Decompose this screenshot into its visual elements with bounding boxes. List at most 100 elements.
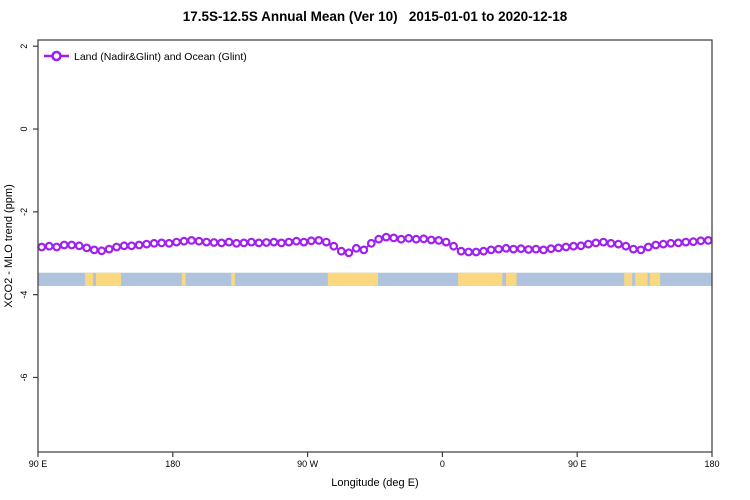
land-band-segment (506, 272, 517, 286)
plot-border (37, 39, 713, 453)
data-point (524, 245, 533, 254)
data-point (269, 237, 279, 247)
data-point (404, 233, 414, 243)
data-point (314, 235, 324, 245)
data-point (591, 238, 601, 248)
x-tick-label: 0 (440, 459, 445, 469)
chart-title: 17.5S-12.5S Annual Mean (Ver 10) 2015-01… (182, 9, 568, 24)
data-point (292, 236, 301, 246)
data-point (172, 237, 181, 247)
data-point (426, 235, 436, 245)
data-point (486, 245, 496, 255)
data-point (419, 234, 429, 244)
data-point (531, 244, 541, 254)
land-band-segment (458, 272, 503, 286)
y-tick-label: 2 (19, 44, 29, 49)
data-point (374, 234, 384, 244)
data-point (396, 234, 406, 244)
data-point (389, 233, 399, 243)
data-point (366, 238, 376, 248)
data-point (254, 238, 264, 248)
data-point (284, 237, 294, 247)
data-point (104, 244, 114, 254)
data-point (434, 235, 444, 245)
data-point (666, 238, 676, 248)
data-series (37, 232, 713, 258)
data-point (336, 246, 346, 256)
x-tick-label: 90 E (29, 459, 48, 469)
data-point (194, 236, 204, 246)
data-point (329, 241, 339, 251)
data-point (119, 241, 129, 251)
land-ocean-band (38, 272, 712, 286)
data-point (441, 237, 451, 247)
data-point (44, 241, 54, 251)
data-point (629, 244, 638, 254)
data-point (246, 237, 256, 247)
data-point (149, 238, 159, 248)
data-point (546, 244, 556, 254)
data-point (681, 237, 691, 247)
data-point (157, 238, 167, 248)
data-point (82, 243, 92, 253)
data-point (299, 237, 309, 247)
data-point (494, 244, 504, 254)
y-axis-title: XCO2 - MLO trend (ppm) (3, 184, 15, 307)
x-tick-label: 180 (165, 459, 180, 469)
data-point (202, 237, 211, 247)
data-point (621, 241, 631, 251)
data-point (239, 238, 249, 248)
data-point (59, 240, 69, 250)
data-point (306, 236, 316, 246)
data-point (217, 238, 226, 248)
data-point (688, 237, 698, 247)
data-point (479, 246, 489, 256)
y-tick-label: -6 (19, 373, 29, 381)
data-point (636, 245, 646, 255)
land-band-segment (327, 272, 378, 286)
data-point (74, 241, 84, 251)
y-tick-label: -4 (19, 291, 29, 299)
data-point (67, 240, 77, 250)
data-point (209, 238, 219, 247)
data-point (509, 244, 518, 254)
data-point (179, 236, 189, 246)
data-point (584, 239, 593, 249)
data-point (539, 245, 548, 255)
data-point (164, 238, 174, 248)
y-tick-label: 0 (19, 127, 29, 132)
data-point (187, 235, 196, 245)
data-point (614, 239, 623, 249)
data-point (97, 246, 107, 256)
legend-marker-icon (51, 50, 62, 62)
data-point (381, 232, 391, 242)
data-point (554, 243, 563, 253)
data-point (449, 241, 459, 251)
x-axis-title: Longitude (deg E) (331, 477, 418, 489)
x-tick-label: 90 E (568, 459, 587, 469)
data-point (112, 242, 121, 252)
data-point (643, 242, 653, 252)
data-point (673, 238, 683, 248)
land-band-segment (95, 272, 121, 286)
data-point (134, 240, 144, 250)
data-point (561, 242, 571, 252)
land-band-segment (649, 272, 661, 286)
land-band-segment (85, 272, 93, 286)
data-point (599, 237, 608, 247)
data-point (52, 242, 62, 252)
data-point (127, 241, 137, 251)
data-point (344, 248, 354, 258)
x-tick-label: 180 (704, 459, 719, 469)
data-point (576, 241, 586, 251)
land-band-segment (181, 272, 186, 286)
land-band-segment (624, 272, 633, 286)
data-point (232, 238, 241, 248)
data-point (351, 243, 361, 253)
land-band-segment (635, 272, 648, 286)
data-point (37, 242, 47, 252)
x-tick-label: 90 W (297, 459, 319, 469)
legend-label: Land (Nadir&Glint) and Ocean (Glint) (74, 51, 247, 63)
y-tick-label: -2 (19, 208, 29, 216)
